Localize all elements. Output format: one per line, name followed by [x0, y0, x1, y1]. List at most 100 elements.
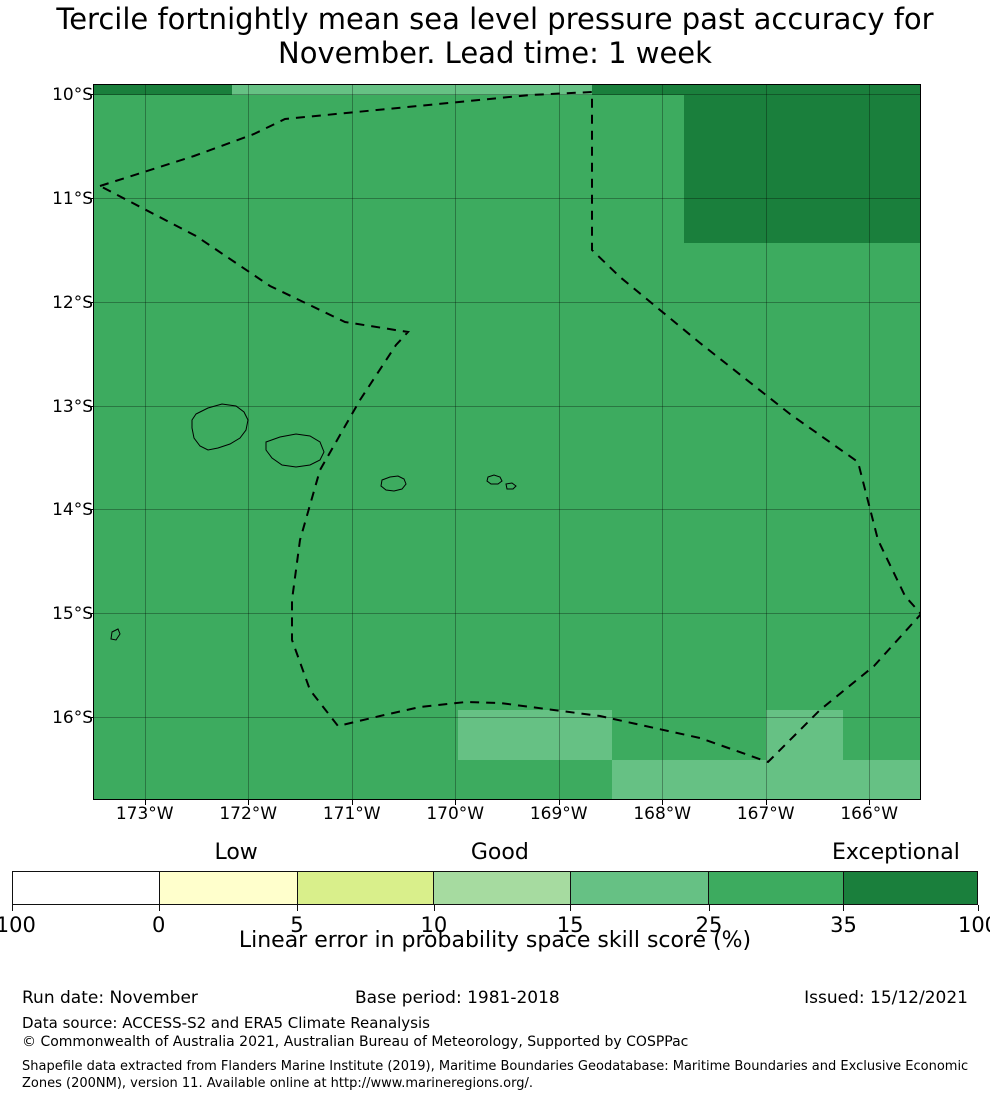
x-axis-tick-label: 167°W	[736, 804, 795, 824]
y-axis-tick-label: 14°S	[52, 500, 93, 521]
colorbar-category-label: Good	[470, 840, 529, 865]
x-axis-tick-label: 173°W	[115, 804, 174, 824]
heatmap-cell	[232, 84, 532, 95]
map-gridline-horizontal	[93, 613, 921, 615]
map-vector-overlay	[97, 90, 921, 764]
colorbar-tick-mark	[843, 905, 845, 911]
colorbar	[12, 871, 978, 905]
colorbar-tick-label: 10	[420, 913, 448, 937]
colorbar-category-labels: Low Good Exceptional	[0, 840, 990, 866]
y-axis-tick-mark	[88, 405, 93, 407]
colorbar-tick-mark	[978, 905, 979, 911]
y-axis-tick-mark	[88, 301, 93, 303]
map-gridline-horizontal	[93, 405, 921, 407]
footer-shapefile-note: Shapefile data extracted from Flanders M…	[22, 1059, 969, 1091]
footer-data-source: Data source: ACCESS-S2 and ERA5 Climate …	[22, 1014, 430, 1032]
x-axis-tick-mark	[351, 800, 353, 805]
map-plot-area	[93, 84, 921, 800]
map-gridline-horizontal	[93, 198, 921, 200]
footer-base-period: Base period: 1981-2018	[355, 988, 560, 1008]
colorbar-tick-mark	[12, 905, 13, 911]
colorbar-tick-mark	[158, 905, 160, 911]
island-outline	[110, 628, 121, 641]
y-axis-tick-mark	[88, 94, 93, 96]
colorbar-band	[843, 872, 977, 904]
y-axis-tick-mark	[88, 198, 93, 200]
colorbar-band	[297, 872, 435, 904]
footer-copyright: © Commonwealth of Australia 2021, Austra…	[22, 1034, 689, 1050]
colorbar-tick-label: 100	[957, 913, 990, 937]
x-axis-tick-label: 172°W	[219, 804, 278, 824]
map-gridline-horizontal	[93, 509, 921, 511]
colorbar-category-label: Exceptional	[831, 840, 960, 865]
map-gridline-vertical	[144, 84, 146, 800]
y-axis-tick-label: 13°S	[52, 396, 93, 417]
map-gridline-vertical	[558, 84, 560, 800]
colorbar-band	[709, 872, 844, 904]
colorbar-tick-label: -100	[0, 913, 36, 937]
colorbar-band	[159, 872, 298, 904]
y-axis-tick-mark	[88, 613, 93, 615]
y-axis-tick-label: 12°S	[52, 292, 93, 313]
heatmap-cell	[592, 84, 921, 95]
map-gridline-vertical	[351, 84, 353, 800]
island-outline	[191, 403, 249, 451]
heatmap-cell	[684, 95, 921, 243]
colorbar-tick-label: 5	[290, 913, 304, 937]
x-axis-tick-label: 166°W	[840, 804, 899, 824]
y-axis-tick-mark	[88, 716, 93, 718]
map-heatmap-canvas	[93, 84, 921, 800]
colorbar-axis-label: Linear error in probability space skill …	[238, 928, 752, 953]
y-axis-tick-label: 11°S	[52, 189, 93, 210]
colorbar-band	[13, 872, 160, 904]
x-axis-tick-mark	[662, 800, 664, 805]
colorbar-tick-mark	[433, 905, 435, 911]
map-gridline-horizontal	[93, 94, 921, 96]
colorbar-tick-mark	[708, 905, 710, 911]
y-axis-tick-label: 15°S	[52, 604, 93, 625]
island-outline	[265, 433, 325, 468]
footer-run-date: Run date: November	[22, 988, 198, 1008]
map-gridline-vertical	[248, 84, 250, 800]
colorbar-tick-mark	[296, 905, 298, 911]
x-axis-tick-label: 169°W	[529, 804, 588, 824]
colorbar-band	[434, 872, 571, 904]
colorbar-tick-label: 15	[556, 913, 584, 937]
map-gridline-vertical	[662, 84, 664, 800]
island-outline	[505, 482, 517, 490]
x-axis-tick-mark	[765, 800, 767, 805]
colorbar-band	[570, 872, 710, 904]
x-axis-tick-mark	[248, 800, 250, 805]
y-axis-tick-mark	[88, 509, 93, 511]
colorbar-tick-label: 25	[695, 913, 723, 937]
footer-meta-row: Run date: November Base period: 1981-201…	[0, 988, 990, 1010]
map-gridline-vertical	[765, 84, 767, 800]
y-axis-tick-label: 16°S	[52, 707, 93, 728]
eez-boundary-line	[97, 90, 921, 764]
colorbar-tick-mark	[570, 905, 572, 911]
heatmap-cell	[93, 84, 176, 95]
x-axis-tick-mark	[144, 800, 146, 805]
island-outline	[486, 474, 503, 485]
colorbar-tick-label: 35	[830, 913, 857, 937]
island-outline	[380, 475, 407, 492]
footer-issued-date: Issued: 15/12/2021	[804, 988, 968, 1008]
y-axis-tick-label: 10°S	[52, 85, 93, 106]
colorbar-category-label: Low	[214, 840, 258, 865]
colorbar-tick-label: 0	[152, 913, 166, 937]
x-axis-tick-mark	[869, 800, 871, 805]
map-gridline-vertical	[869, 84, 871, 800]
heatmap-cell	[612, 760, 921, 800]
map-gridline-horizontal	[93, 301, 921, 303]
x-axis-tick-mark	[558, 800, 560, 805]
map-gridline-vertical	[455, 84, 457, 800]
x-axis-tick-mark	[455, 800, 457, 805]
heatmap-cell	[532, 84, 592, 95]
colorbar-tick-labels: -100 0 5 10 15 25 35 100	[0, 905, 990, 937]
map-gridline-horizontal	[93, 716, 921, 718]
heatmap-cell	[176, 84, 232, 95]
x-axis-tick-label: 171°W	[322, 804, 381, 824]
x-axis-tick-label: 168°W	[633, 804, 692, 824]
heatmap-cell	[458, 710, 612, 760]
x-axis-tick-label: 170°W	[426, 804, 485, 824]
